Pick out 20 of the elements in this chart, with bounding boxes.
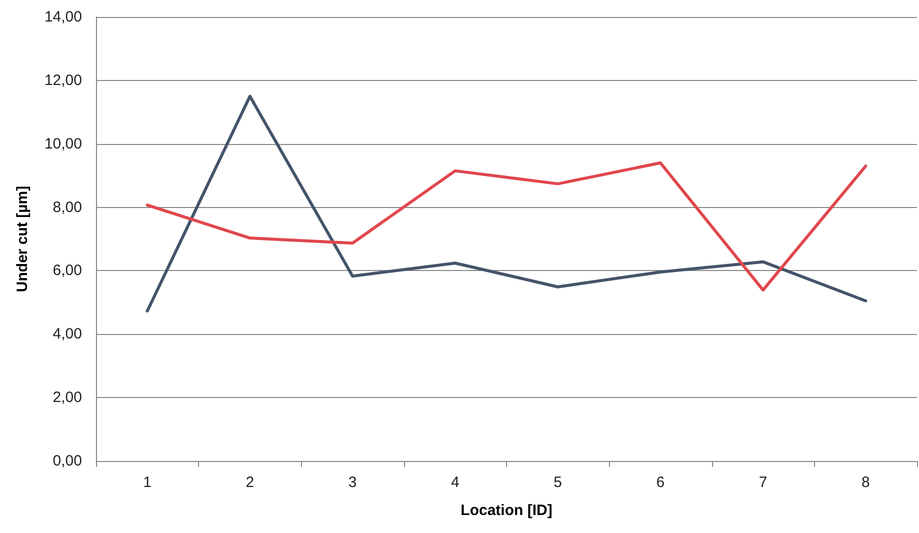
x-tick-label: 1 bbox=[143, 474, 152, 491]
y-tick-label: 12,00 bbox=[44, 72, 82, 89]
x-tick-label: 6 bbox=[656, 474, 665, 491]
x-tick-label: 3 bbox=[348, 474, 357, 491]
x-tick-label: 8 bbox=[862, 474, 870, 491]
y-tick-label: 8,00 bbox=[52, 198, 82, 216]
y-tick-label: 2,00 bbox=[52, 389, 82, 406]
x-tick-label: 7 bbox=[758, 474, 768, 491]
y-tick-label: 6,00 bbox=[52, 262, 82, 280]
line-series bbox=[146, 94, 868, 312]
y-tick-label: 14,00 bbox=[44, 8, 82, 26]
y-tick-label: 4,00 bbox=[52, 326, 82, 343]
x-tick-label: 2 bbox=[246, 474, 254, 491]
x-axis-title: Location [ID] bbox=[460, 502, 552, 519]
y-axis-title: Under cut [µm] bbox=[14, 186, 31, 292]
x-tick-label: 4 bbox=[451, 474, 460, 491]
line-series bbox=[146, 161, 868, 292]
y-tick-label: 10,00 bbox=[44, 135, 82, 152]
y-tick-label: 0,00 bbox=[52, 452, 82, 470]
x-tick-label: 5 bbox=[554, 474, 562, 491]
